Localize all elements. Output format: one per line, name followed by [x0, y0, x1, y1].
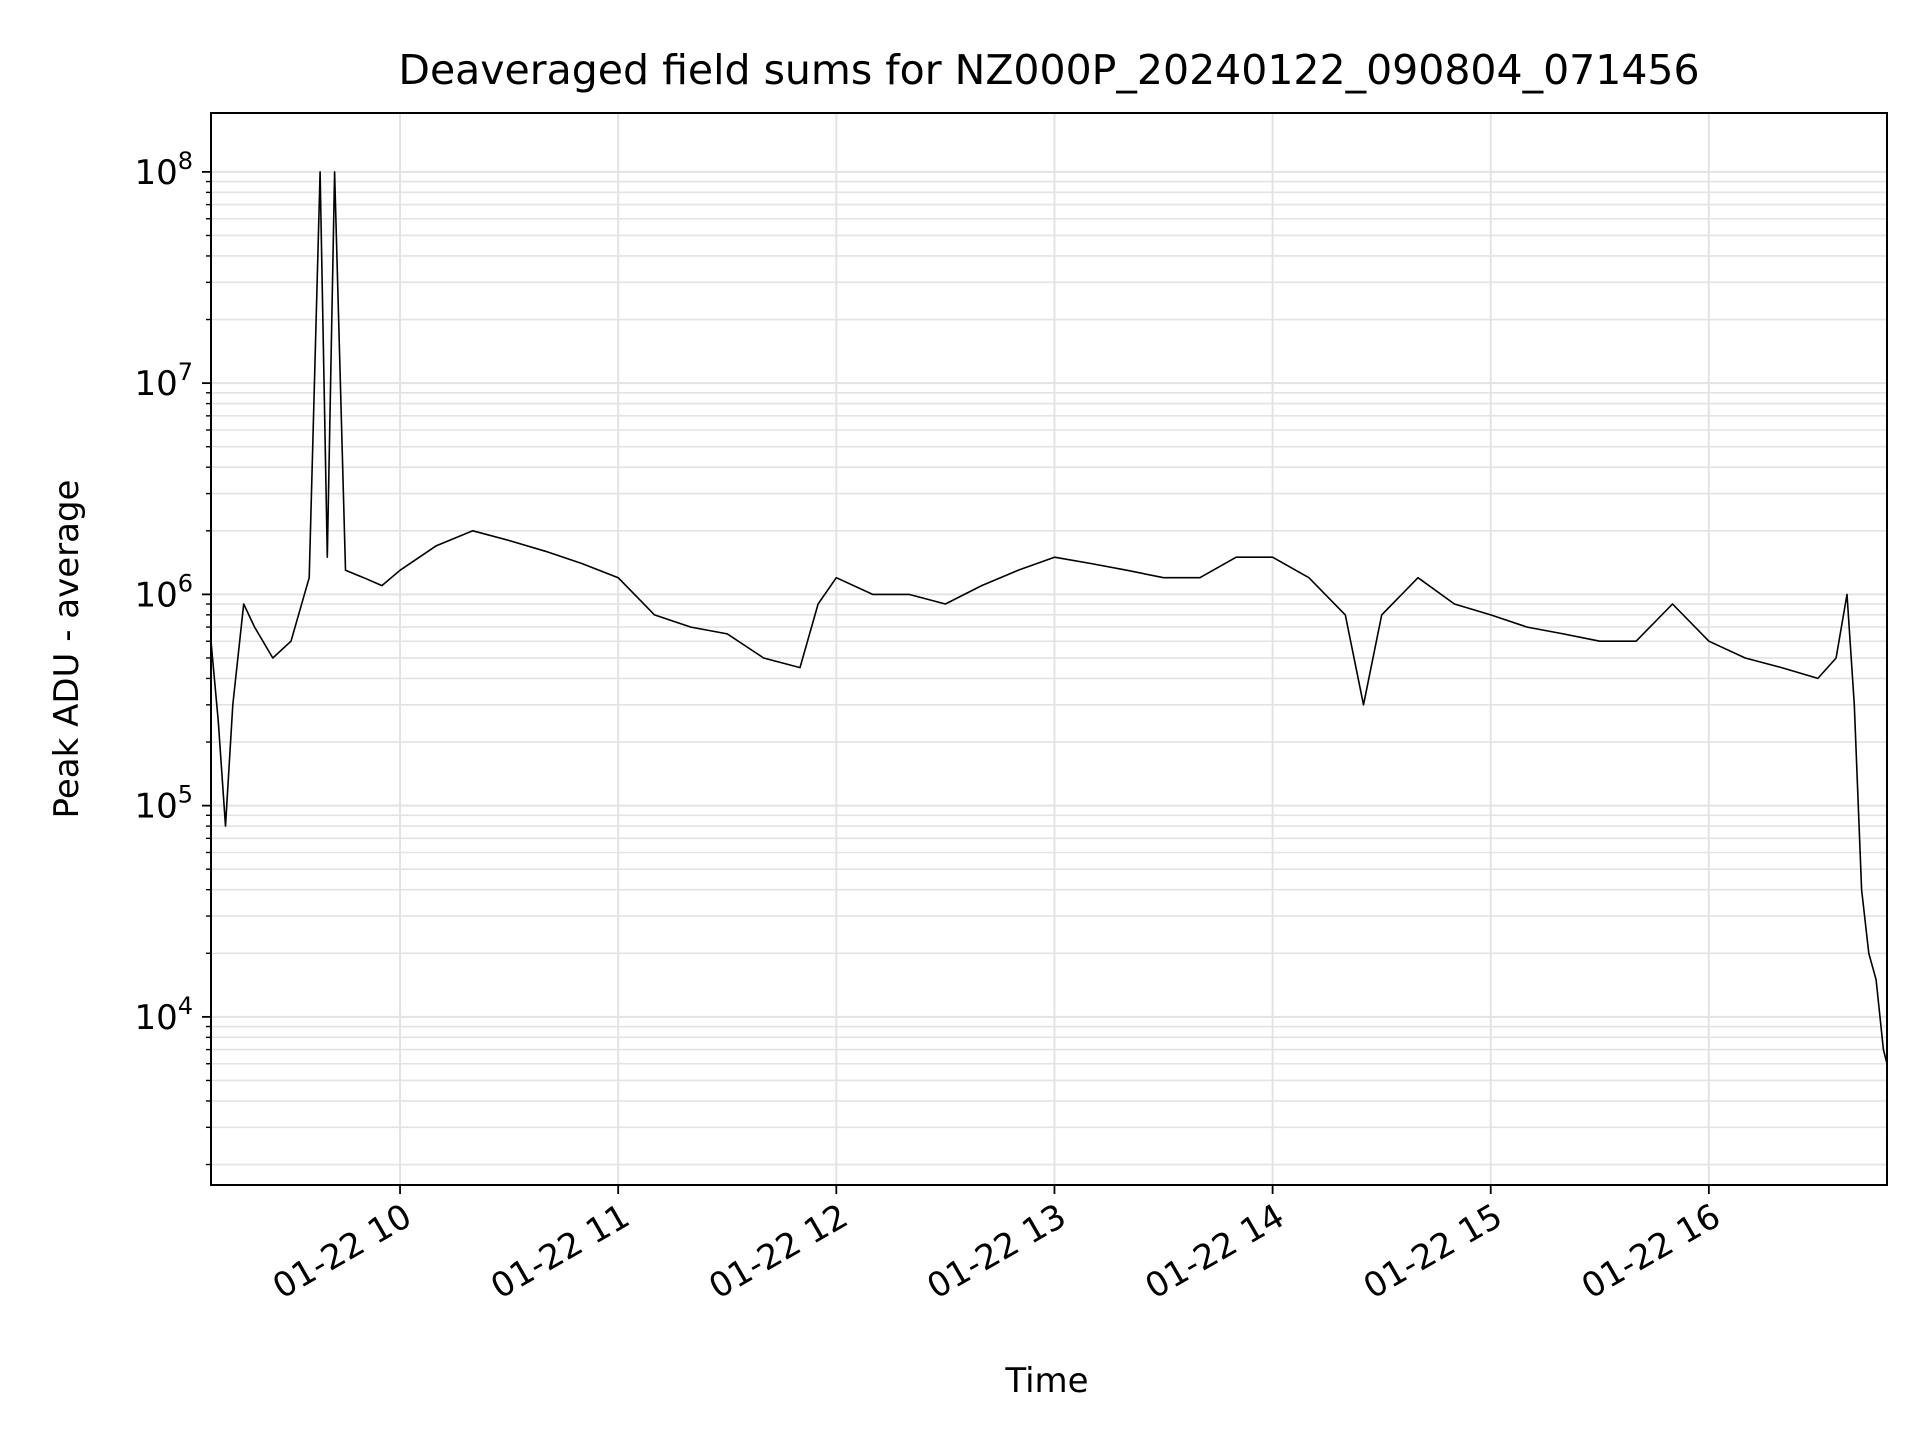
y-tick-label: 105 [134, 781, 193, 827]
y-axis-label: Peak ADU - average [47, 480, 87, 819]
y-axis: 104 105 106 107 108 [134, 147, 211, 1166]
series-line [210, 171, 1888, 1064]
plot-frame [210, 112, 1888, 1186]
y-tick-label: 108 [134, 147, 193, 193]
series-layer [210, 171, 1888, 1064]
y-tick-label: 107 [134, 358, 193, 404]
y-tick-label: 104 [134, 992, 193, 1038]
x-axis-label: Time [1004, 1361, 1088, 1401]
y-tick-label: 106 [134, 569, 193, 615]
chart-title: Deaveraged field sums for NZ000P_2024012… [398, 46, 1699, 94]
grid-lines [211, 113, 1887, 1185]
